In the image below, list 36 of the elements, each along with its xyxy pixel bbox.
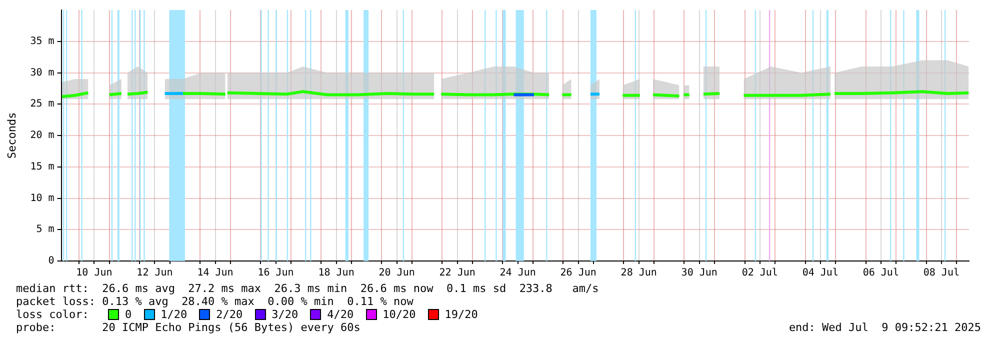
x-tick-label: 30 Jun	[681, 268, 718, 279]
legend-label: 10/20	[382, 308, 416, 321]
x-tick-label: 16 Jun	[258, 268, 294, 279]
x-tick-label: 20 Jun	[378, 268, 415, 279]
y-tick-label: 20 m	[30, 130, 54, 142]
x-tick-label: 04 Jul	[802, 268, 838, 279]
x-tick-label: 02 Jul	[742, 268, 778, 279]
x-tick-label: 08 Jul	[923, 268, 960, 279]
x-tick-label: 18 Jun	[318, 268, 354, 279]
text: probe: 20 ICMP Echo Pings (56 Bytes) every 60s	[16, 321, 360, 334]
legend-label: 3/20	[272, 308, 298, 321]
y-tick-label: 5 m	[36, 224, 54, 236]
x-tick-label: 14 Jun	[197, 268, 234, 279]
x-tick-label: 06 Jul	[862, 268, 899, 279]
legend-label: 0	[125, 308, 132, 321]
legend-label: 1/20	[160, 308, 188, 321]
x-tick-label: 10 Jun	[76, 268, 112, 279]
y-tick-label: 10 m	[30, 192, 54, 204]
x-tick-label: 12 Jun	[136, 268, 173, 279]
legend-label: 4/20	[327, 308, 354, 321]
text: end: Wed Jul 9 09:52:21 2025	[788, 321, 981, 334]
y-axis-title: Seconds	[5, 112, 18, 159]
y-tick-label: 30 m	[30, 67, 54, 78]
y-tick-label: 35 m	[30, 36, 54, 47]
legend-label: 19/20	[444, 308, 478, 321]
text: median rtt: 26.6 ms avg 27.2 ms max 26.3 ms min 26.6 ms now 0.1 ms sd 233.8 am/s	[16, 282, 600, 295]
y-tick-label: 15 m	[30, 161, 54, 172]
x-tick-label: 24 Jun	[500, 268, 536, 279]
x-tick-label: 22 Jun	[439, 268, 476, 279]
x-tick-label: 26 Jun	[560, 268, 596, 279]
x-tick-label: 28 Jun	[620, 268, 657, 279]
y-tick-label: 0	[48, 256, 54, 267]
text: packet loss: 0.13 % avg 28.40 % max 0.00 % min 0.11 % now	[16, 295, 414, 308]
legend-label: 2/20	[216, 308, 243, 321]
legend-title: loss color:	[16, 308, 90, 321]
y-tick-label: 25 m	[30, 98, 54, 110]
